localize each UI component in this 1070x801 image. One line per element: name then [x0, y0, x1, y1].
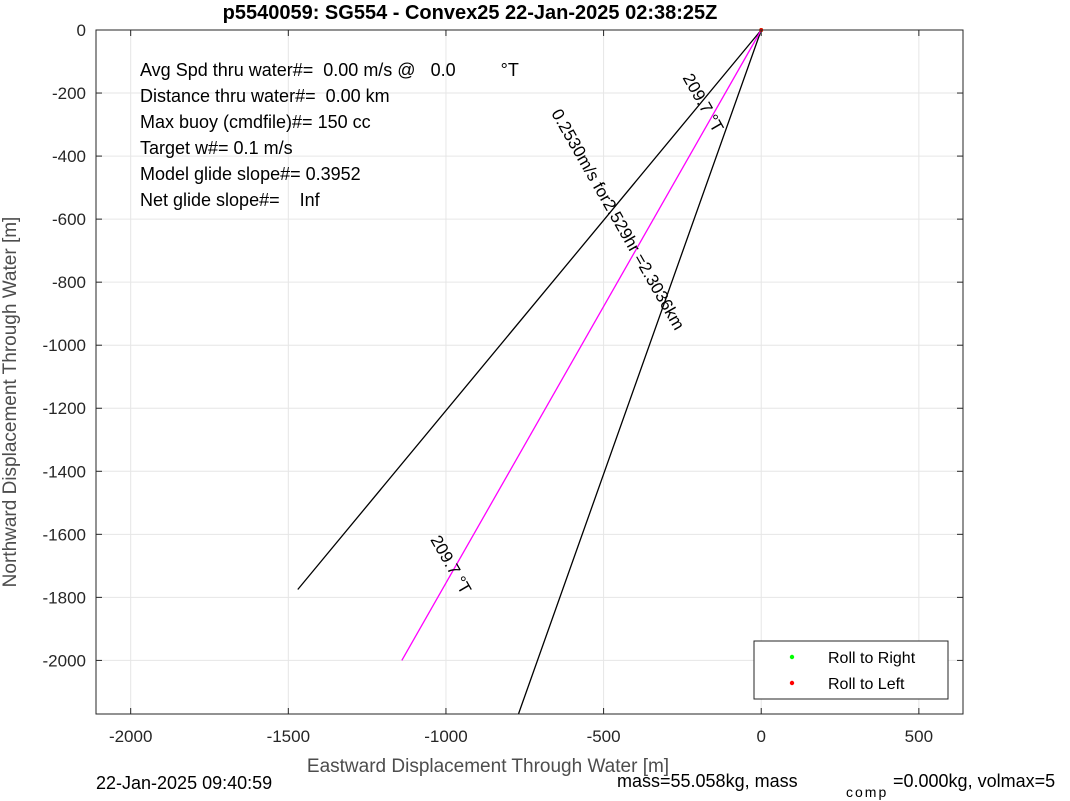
legend-label: Roll to Right — [828, 650, 916, 667]
footer-mass-subscript: comp — [846, 784, 888, 800]
annotation-max-buoy: Max buoy (cmdfile)#= 150 cc — [140, 112, 371, 132]
y-tick-label: -800 — [52, 273, 86, 292]
line-cone-right — [517, 29, 762, 715]
footer-mass: mass=55.058kg, mass — [617, 771, 798, 791]
plot-area — [96, 30, 963, 714]
line-heading — [401, 29, 762, 661]
annotation-model-glide: Model glide slope#= 0.3952 — [140, 164, 361, 184]
y-tick-label: -1000 — [43, 336, 86, 355]
x-tick-label: -1500 — [267, 727, 310, 746]
annotations: Avg Spd thru water#= 0.00 m/s @ 0.0 °T Di… — [140, 60, 519, 210]
x-tick-label: 500 — [905, 727, 933, 746]
annotation-distance: Distance thru water#= 0.00 km — [140, 86, 390, 106]
grid — [96, 29, 963, 714]
chart-title: p5540059: SG554 - Convex25 22-Jan-2025 0… — [223, 2, 718, 24]
annotation-net-glide: Net glide slope#= Inf — [140, 190, 321, 210]
footer-timestamp: 22-Jan-2025 09:40:59 — [96, 773, 272, 793]
x-axis-label: Eastward Displacement Through Water [m] — [307, 756, 669, 777]
y-tick-label: -1200 — [43, 399, 86, 418]
axis-ticks: -2000 -1500 -1000 -500 0 500 0 -200 -400 -600 -800… — [43, 21, 963, 746]
plot-lines — [297, 28, 764, 715]
footer-mass-text: mass=55.058kg, mass — [617, 771, 798, 791]
y-tick-label: -1600 — [43, 525, 86, 544]
y-tick-label: -400 — [52, 147, 86, 166]
y-tick-label: 0 — [77, 21, 86, 40]
y-tick-label: -200 — [52, 84, 86, 103]
y-tick-label: -2000 — [43, 651, 86, 670]
legend-marker — [789, 680, 795, 686]
legend-label: Roll to Left — [828, 676, 905, 693]
line-cone-left — [297, 29, 762, 590]
y-axis-label: Northward Displacement Through Water [m] — [0, 217, 21, 588]
plot-frame — [95, 29, 964, 715]
y-tick-label: -1400 — [43, 462, 86, 481]
y-tick-label: -600 — [52, 210, 86, 229]
annotation-target-w: Target w#= 0.1 m/s — [140, 138, 293, 158]
legend-box — [753, 640, 949, 700]
annotation-avg-spd: Avg Spd thru water#= 0.00 m/s @ 0.0 °T — [140, 60, 519, 80]
footer-mass-rest: =0.000kg, volmax=5 — [893, 771, 1055, 791]
x-tick-label: -1000 — [424, 727, 467, 746]
x-tick-label: 0 — [756, 727, 765, 746]
x-tick-label: -500 — [587, 727, 621, 746]
x-tick-label: -2000 — [109, 727, 152, 746]
legend: Roll to Right Roll to Left — [753, 640, 949, 700]
legend-marker — [789, 654, 795, 660]
y-tick-label: -1800 — [43, 588, 86, 607]
